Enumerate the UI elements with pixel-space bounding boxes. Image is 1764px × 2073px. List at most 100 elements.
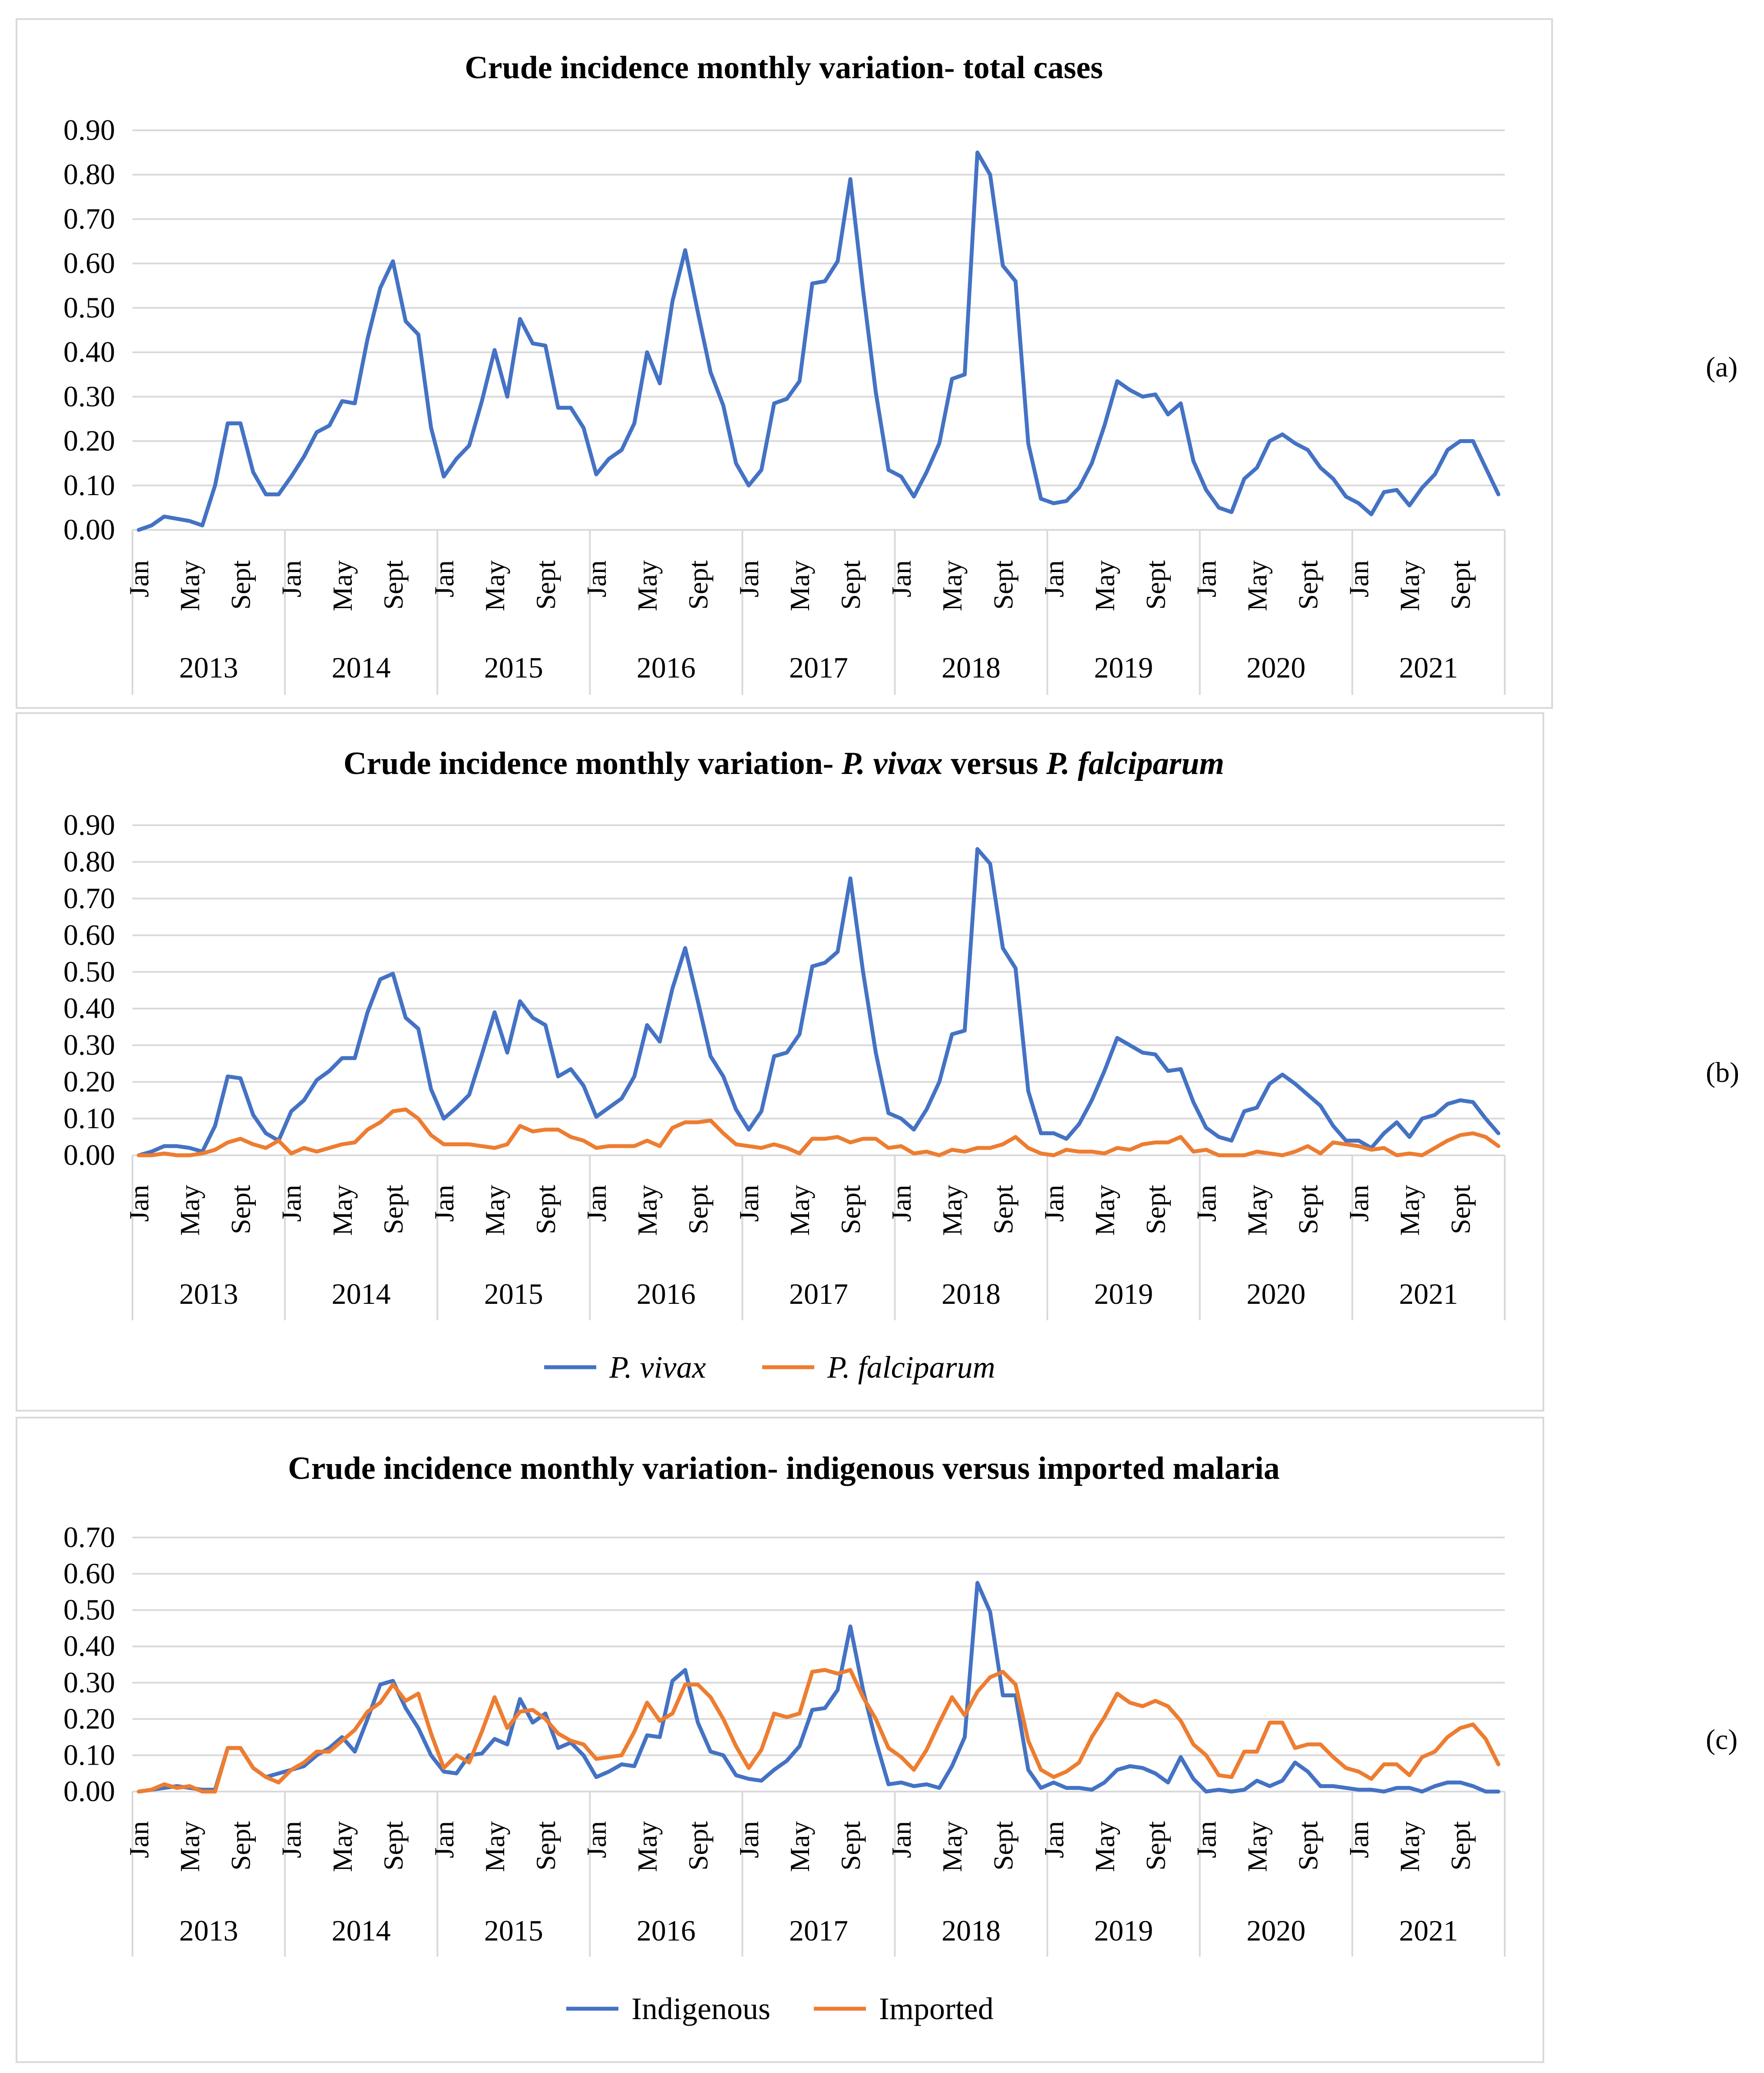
x-month-label: Jan — [1191, 560, 1222, 597]
x-month-label: Sept — [988, 1821, 1018, 1871]
x-month-label: May — [1394, 1821, 1425, 1872]
y-tick-label: 0.80 — [63, 845, 115, 878]
legend-label: Imported — [879, 1991, 994, 2026]
x-year-label: 2013 — [179, 651, 238, 684]
y-tick-label: 0.20 — [63, 1702, 115, 1735]
x-year-label: 2018 — [941, 1277, 1001, 1310]
x-year-label: 2019 — [1094, 651, 1153, 684]
legend: P. vivax P. falciparum — [544, 1350, 995, 1385]
x-month-label: Sept — [1445, 560, 1476, 610]
legend-label: P. vivax — [609, 1350, 706, 1385]
x-month-label: Jan — [733, 1821, 764, 1858]
x-month-label: Sept — [1292, 1185, 1323, 1234]
x-month-label: Jan — [1191, 1821, 1222, 1858]
x-month-label: Jan — [581, 1185, 612, 1222]
x-month-label: May — [784, 560, 815, 611]
x-month-label: Jan — [124, 560, 155, 597]
x-month-label: Sept — [835, 1821, 866, 1871]
chart-title: Crude incidence monthly variation- P. vi… — [344, 746, 1224, 781]
x-month-label: Jan — [1344, 1185, 1374, 1222]
x-month-label: Sept — [835, 560, 866, 610]
y-tick-label: 0.00 — [63, 513, 115, 546]
x-month-label: May — [1242, 560, 1272, 611]
x-year-label: 2021 — [1399, 1914, 1458, 1947]
x-year-label: 2015 — [484, 1914, 543, 1947]
x-year-label: 2016 — [637, 1277, 696, 1310]
y-tick-label: 0.40 — [63, 1630, 115, 1663]
x-month-label: May — [1394, 560, 1425, 611]
x-month-label: May — [327, 560, 358, 611]
x-month-label: May — [1242, 1185, 1272, 1236]
x-month-label: May — [937, 1185, 968, 1236]
x-year-label: 2018 — [941, 1914, 1001, 1947]
x-month-label: May — [937, 560, 968, 611]
x-month-label: May — [1394, 1185, 1425, 1236]
y-tick-label: 0.70 — [63, 882, 115, 915]
x-month-label: May — [175, 560, 205, 611]
x-month-label: Sept — [1292, 560, 1323, 610]
x-month-label: Sept — [225, 560, 256, 610]
x-month-label: Jan — [1038, 1185, 1069, 1222]
x-year-label: 2014 — [332, 1277, 391, 1310]
x-month-label: May — [479, 1821, 510, 1872]
x-month-label: May — [632, 1821, 663, 1872]
x-month-label: May — [632, 1185, 663, 1236]
y-tick-label: 0.60 — [63, 1557, 115, 1590]
x-month-label: Jan — [733, 1185, 764, 1222]
x-year-label: 2017 — [789, 651, 848, 684]
x-month-label: May — [1242, 1821, 1272, 1872]
legend: Indigenous Imported — [566, 1991, 994, 2026]
y-tick-label: 0.30 — [63, 1666, 115, 1699]
x-month-label: Jan — [429, 560, 459, 597]
x-month-label: Sept — [1445, 1821, 1476, 1871]
x-month-label: Jan — [581, 1821, 612, 1858]
y-tick-label: 0.20 — [63, 424, 115, 457]
y-tick-label: 0.60 — [63, 247, 115, 280]
x-year-label: 2019 — [1094, 1277, 1153, 1310]
series-line-indigenous — [137, 1581, 1500, 1794]
x-month-label: Sept — [988, 560, 1018, 610]
panel-label-c: (c) — [1706, 1724, 1738, 1756]
y-tick-label: 0.10 — [63, 1102, 115, 1135]
x-year-label: 2015 — [484, 651, 543, 684]
x-month-label: Sept — [530, 560, 561, 610]
x-year-label: 2016 — [637, 651, 696, 684]
x-month-label: Jan — [1038, 1821, 1069, 1858]
series-line-total-cases — [137, 150, 1500, 532]
x-month-label: Sept — [1292, 1821, 1323, 1871]
x-month-label: Jan — [581, 560, 612, 597]
y-tick-label: 0.30 — [63, 1028, 115, 1061]
x-month-label: May — [175, 1821, 205, 1872]
x-month-label: Jan — [276, 1821, 307, 1858]
x-month-label: May — [784, 1185, 815, 1236]
x-year-label: 2015 — [484, 1277, 543, 1310]
x-month-label: Jan — [429, 1185, 459, 1222]
x-year-label: 2020 — [1246, 651, 1305, 684]
x-month-label: Sept — [225, 1821, 256, 1871]
x-month-label: Jan — [124, 1821, 155, 1858]
x-month-label: Jan — [733, 560, 764, 597]
series-line-imported — [137, 1668, 1500, 1794]
y-tick-label: 0.10 — [63, 1738, 115, 1771]
x-month-label: Jan — [124, 1185, 155, 1222]
x-month-label: Jan — [886, 1821, 917, 1858]
y-tick-label: 0.50 — [63, 955, 115, 988]
y-tick-label: 0.10 — [63, 469, 115, 502]
x-month-label: Sept — [378, 1821, 409, 1871]
x-month-label: May — [479, 560, 510, 611]
x-month-label: Sept — [1445, 1185, 1476, 1234]
x-month-label: May — [1089, 1185, 1120, 1236]
y-tick-label: 0.90 — [63, 113, 115, 146]
panel-label-a: (a) — [1706, 351, 1738, 383]
x-year-label: 2018 — [941, 651, 1001, 684]
x-month-label: Jan — [276, 1185, 307, 1222]
x-month-label: Sept — [988, 1185, 1018, 1234]
y-tick-label: 0.70 — [63, 202, 115, 235]
x-month-label: Jan — [1344, 1821, 1374, 1858]
x-month-label: May — [327, 1185, 358, 1236]
y-tick-label: 0.60 — [63, 918, 115, 951]
x-month-label: Jan — [1191, 1185, 1222, 1222]
x-month-label: Sept — [1140, 560, 1171, 610]
